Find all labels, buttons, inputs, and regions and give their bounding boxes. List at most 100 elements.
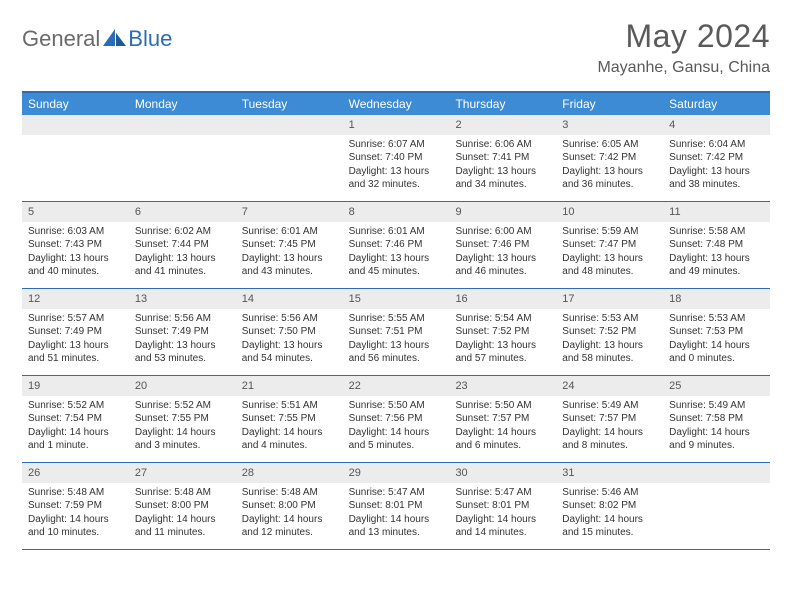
daylight-text: Daylight: 13 hours and 36 minutes. xyxy=(562,165,657,192)
daylight-text: Daylight: 13 hours and 43 minutes. xyxy=(242,252,337,279)
sunset-text: Sunset: 7:54 PM xyxy=(28,412,123,426)
day-number: 11 xyxy=(663,202,770,222)
cell-body: Sunrise: 5:54 AMSunset: 7:52 PMDaylight:… xyxy=(449,309,556,370)
sunset-text: Sunset: 7:57 PM xyxy=(562,412,657,426)
calendar-cell: 9Sunrise: 6:00 AMSunset: 7:46 PMDaylight… xyxy=(449,202,556,288)
cell-body: Sunrise: 5:47 AMSunset: 8:01 PMDaylight:… xyxy=(449,483,556,544)
daylight-text: Daylight: 13 hours and 34 minutes. xyxy=(455,165,550,192)
day-number: 1 xyxy=(343,115,450,135)
calendar-cell: 4Sunrise: 6:04 AMSunset: 7:42 PMDaylight… xyxy=(663,115,770,201)
cell-body: Sunrise: 5:53 AMSunset: 7:53 PMDaylight:… xyxy=(663,309,770,370)
cell-body: Sunrise: 5:58 AMSunset: 7:48 PMDaylight:… xyxy=(663,222,770,283)
cell-body: Sunrise: 5:57 AMSunset: 7:49 PMDaylight:… xyxy=(22,309,129,370)
sunset-text: Sunset: 7:49 PM xyxy=(28,325,123,339)
day-number: 18 xyxy=(663,289,770,309)
day-number: 19 xyxy=(22,376,129,396)
calendar-cell: 18Sunrise: 5:53 AMSunset: 7:53 PMDayligh… xyxy=(663,289,770,375)
sunset-text: Sunset: 7:45 PM xyxy=(242,238,337,252)
sunrise-text: Sunrise: 5:49 AM xyxy=(562,399,657,413)
day-number: 30 xyxy=(449,463,556,483)
cell-body: Sunrise: 5:48 AMSunset: 7:59 PMDaylight:… xyxy=(22,483,129,544)
page-header: General Blue May 2024 Mayanhe, Gansu, Ch… xyxy=(22,18,770,77)
daylight-text: Daylight: 13 hours and 41 minutes. xyxy=(135,252,230,279)
sunrise-text: Sunrise: 5:49 AM xyxy=(669,399,764,413)
day-number: 16 xyxy=(449,289,556,309)
sunrise-text: Sunrise: 5:53 AM xyxy=(669,312,764,326)
day-header-thu: Thursday xyxy=(449,93,556,115)
sunrise-text: Sunrise: 6:04 AM xyxy=(669,138,764,152)
brand-logo: General Blue xyxy=(22,26,172,52)
cell-body: Sunrise: 5:51 AMSunset: 7:55 PMDaylight:… xyxy=(236,396,343,457)
calendar-cell: 1Sunrise: 6:07 AMSunset: 7:40 PMDaylight… xyxy=(343,115,450,201)
calendar-cell: 25Sunrise: 5:49 AMSunset: 7:58 PMDayligh… xyxy=(663,376,770,462)
day-number: 28 xyxy=(236,463,343,483)
title-block: May 2024 Mayanhe, Gansu, China xyxy=(597,18,770,77)
calendar-cell: 13Sunrise: 5:56 AMSunset: 7:49 PMDayligh… xyxy=(129,289,236,375)
daylight-text: Daylight: 13 hours and 58 minutes. xyxy=(562,339,657,366)
sunrise-text: Sunrise: 6:03 AM xyxy=(28,225,123,239)
calendar-cell: 7Sunrise: 6:01 AMSunset: 7:45 PMDaylight… xyxy=(236,202,343,288)
sunrise-text: Sunrise: 6:01 AM xyxy=(349,225,444,239)
sunset-text: Sunset: 8:01 PM xyxy=(349,499,444,513)
sunrise-text: Sunrise: 5:47 AM xyxy=(455,486,550,500)
sunset-text: Sunset: 7:43 PM xyxy=(28,238,123,252)
sunset-text: Sunset: 8:00 PM xyxy=(135,499,230,513)
day-number xyxy=(663,463,770,483)
sunset-text: Sunset: 7:42 PM xyxy=(669,151,764,165)
day-number: 17 xyxy=(556,289,663,309)
calendar-cell xyxy=(129,115,236,201)
day-header-sun: Sunday xyxy=(22,93,129,115)
daylight-text: Daylight: 13 hours and 38 minutes. xyxy=(669,165,764,192)
cell-body: Sunrise: 6:04 AMSunset: 7:42 PMDaylight:… xyxy=(663,135,770,196)
daylight-text: Daylight: 14 hours and 6 minutes. xyxy=(455,426,550,453)
calendar-week: 26Sunrise: 5:48 AMSunset: 7:59 PMDayligh… xyxy=(22,463,770,550)
daylight-text: Daylight: 14 hours and 15 minutes. xyxy=(562,513,657,540)
sunrise-text: Sunrise: 5:53 AM xyxy=(562,312,657,326)
sunrise-text: Sunrise: 5:55 AM xyxy=(349,312,444,326)
calendar-cell xyxy=(236,115,343,201)
cell-body: Sunrise: 5:48 AMSunset: 8:00 PMDaylight:… xyxy=(236,483,343,544)
day-header-row: Sunday Monday Tuesday Wednesday Thursday… xyxy=(22,93,770,115)
daylight-text: Daylight: 13 hours and 49 minutes. xyxy=(669,252,764,279)
cell-body: Sunrise: 6:03 AMSunset: 7:43 PMDaylight:… xyxy=(22,222,129,283)
daylight-text: Daylight: 14 hours and 14 minutes. xyxy=(455,513,550,540)
day-number: 26 xyxy=(22,463,129,483)
sunset-text: Sunset: 7:40 PM xyxy=(349,151,444,165)
daylight-text: Daylight: 13 hours and 53 minutes. xyxy=(135,339,230,366)
daylight-text: Daylight: 13 hours and 56 minutes. xyxy=(349,339,444,366)
cell-body: Sunrise: 5:50 AMSunset: 7:57 PMDaylight:… xyxy=(449,396,556,457)
day-number: 15 xyxy=(343,289,450,309)
calendar-cell: 16Sunrise: 5:54 AMSunset: 7:52 PMDayligh… xyxy=(449,289,556,375)
sunrise-text: Sunrise: 5:56 AM xyxy=(135,312,230,326)
sunrise-text: Sunrise: 6:06 AM xyxy=(455,138,550,152)
sunrise-text: Sunrise: 6:02 AM xyxy=(135,225,230,239)
sunrise-text: Sunrise: 5:57 AM xyxy=(28,312,123,326)
sunset-text: Sunset: 7:57 PM xyxy=(455,412,550,426)
sunset-text: Sunset: 7:48 PM xyxy=(669,238,764,252)
sunrise-text: Sunrise: 5:59 AM xyxy=(562,225,657,239)
daylight-text: Daylight: 13 hours and 48 minutes. xyxy=(562,252,657,279)
sunrise-text: Sunrise: 5:47 AM xyxy=(349,486,444,500)
day-header-mon: Monday xyxy=(129,93,236,115)
sunset-text: Sunset: 7:52 PM xyxy=(562,325,657,339)
day-number: 5 xyxy=(22,202,129,222)
calendar-cell: 3Sunrise: 6:05 AMSunset: 7:42 PMDaylight… xyxy=(556,115,663,201)
day-number xyxy=(129,115,236,135)
calendar-cell: 20Sunrise: 5:52 AMSunset: 7:55 PMDayligh… xyxy=(129,376,236,462)
brand-text-1: General xyxy=(22,26,100,52)
sunset-text: Sunset: 7:53 PM xyxy=(669,325,764,339)
sunset-text: Sunset: 7:42 PM xyxy=(562,151,657,165)
sunrise-text: Sunrise: 6:00 AM xyxy=(455,225,550,239)
brand-text-2: Blue xyxy=(128,26,172,52)
cell-body: Sunrise: 5:49 AMSunset: 7:58 PMDaylight:… xyxy=(663,396,770,457)
daylight-text: Daylight: 14 hours and 12 minutes. xyxy=(242,513,337,540)
cell-body: Sunrise: 5:52 AMSunset: 7:54 PMDaylight:… xyxy=(22,396,129,457)
calendar-cell: 5Sunrise: 6:03 AMSunset: 7:43 PMDaylight… xyxy=(22,202,129,288)
sunrise-text: Sunrise: 5:46 AM xyxy=(562,486,657,500)
calendar-cell: 26Sunrise: 5:48 AMSunset: 7:59 PMDayligh… xyxy=(22,463,129,549)
daylight-text: Daylight: 14 hours and 0 minutes. xyxy=(669,339,764,366)
month-title: May 2024 xyxy=(597,18,770,55)
sunset-text: Sunset: 7:47 PM xyxy=(562,238,657,252)
sunset-text: Sunset: 7:56 PM xyxy=(349,412,444,426)
daylight-text: Daylight: 13 hours and 46 minutes. xyxy=(455,252,550,279)
